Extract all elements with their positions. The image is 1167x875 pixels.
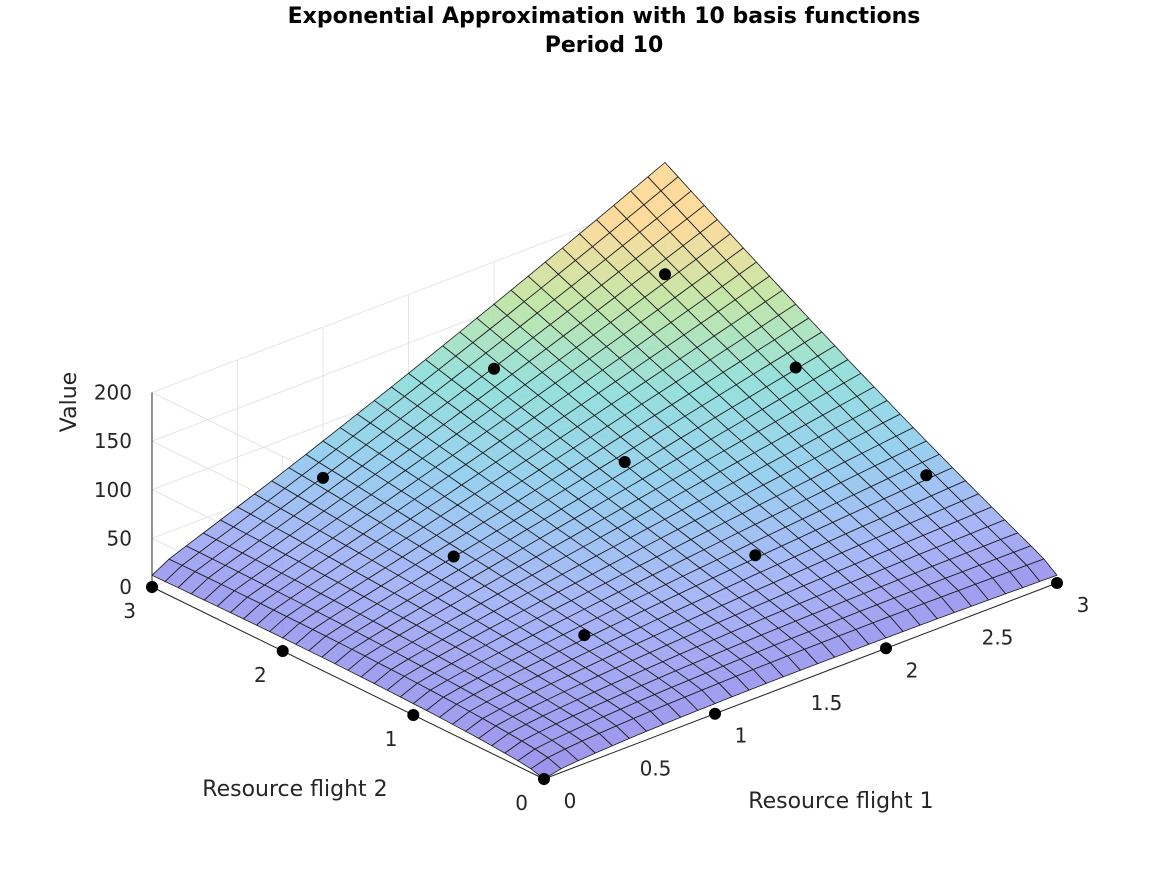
data-point	[659, 268, 671, 281]
data-point	[578, 629, 591, 642]
data-point	[488, 362, 500, 375]
y-tick-label: 1	[385, 727, 398, 751]
axes-layer	[151, 392, 1058, 780]
x-axis-label: Resource flight 1	[748, 789, 933, 814]
y-axis-line	[151, 586, 545, 780]
chart-subtitle: Period 10	[545, 33, 664, 58]
x-tick-label: 1.5	[811, 691, 843, 715]
data-point	[407, 709, 420, 721]
z-tick-label: 0	[119, 575, 132, 599]
data-point	[447, 550, 460, 563]
data-point	[618, 456, 631, 468]
y-tick-label: 2	[254, 663, 267, 687]
x-tick-label: 2.5	[982, 626, 1014, 650]
x-tick-label: 3	[1077, 593, 1090, 617]
x-tick-label: 2	[906, 658, 919, 682]
data-point	[789, 361, 802, 374]
grid-line	[151, 196, 666, 393]
z-tick-label: 200	[94, 381, 132, 405]
x-tick-label: 1	[735, 724, 748, 748]
data-point	[317, 471, 329, 484]
x-tick-label: 0.5	[640, 756, 672, 780]
data-point	[880, 642, 892, 655]
z-tick-label: 100	[94, 478, 132, 502]
z-axis-label: Value	[57, 372, 82, 432]
data-point	[1051, 577, 1063, 589]
chart-title: Exponential Approximation with 10 basis …	[288, 4, 921, 29]
x-axis-line	[543, 582, 1058, 780]
data-point	[146, 581, 158, 593]
x-tick-label: 0	[564, 789, 577, 813]
data-point	[920, 469, 933, 482]
y-tick-label: 0	[515, 791, 528, 815]
z-tick-label: 50	[107, 526, 132, 550]
z-tick-label: 150	[94, 429, 132, 453]
data-point	[709, 707, 721, 720]
points-layer	[146, 268, 1063, 785]
y-tick-label: 3	[123, 599, 136, 623]
data-point	[276, 645, 289, 657]
y-axis-label: Resource flight 2	[202, 777, 387, 802]
surface-layer	[151, 162, 1058, 780]
data-point	[538, 773, 550, 785]
surface-patch	[1026, 558, 1058, 582]
data-point	[749, 549, 762, 562]
